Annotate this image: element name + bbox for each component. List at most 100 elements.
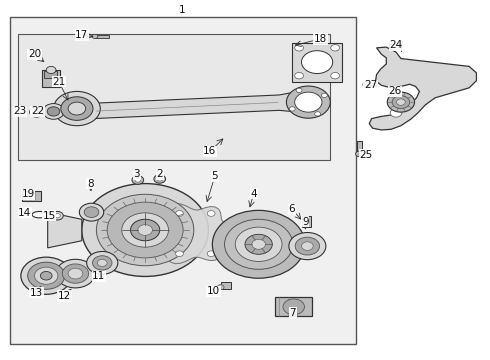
Text: 8: 8 [87, 179, 94, 189]
Circle shape [294, 92, 322, 112]
Circle shape [175, 211, 183, 216]
Circle shape [287, 86, 330, 118]
Circle shape [356, 151, 364, 157]
Text: 18: 18 [314, 34, 327, 44]
Bar [19, 33, 330, 160]
Circle shape [223, 231, 231, 237]
Bar [220, 282, 231, 289]
Circle shape [295, 237, 319, 255]
Circle shape [160, 231, 168, 237]
Circle shape [82, 184, 208, 276]
Circle shape [217, 285, 224, 290]
Polygon shape [369, 47, 476, 130]
Text: 22: 22 [31, 107, 44, 116]
Circle shape [296, 88, 302, 93]
Circle shape [47, 107, 60, 116]
Bar [42, 70, 60, 87]
Text: 13: 13 [30, 288, 43, 297]
Circle shape [43, 104, 64, 119]
Text: 14: 14 [18, 208, 31, 218]
Text: 6: 6 [289, 204, 295, 214]
Circle shape [212, 210, 305, 278]
Circle shape [132, 176, 144, 184]
Circle shape [157, 177, 163, 181]
Circle shape [392, 96, 410, 109]
Circle shape [107, 202, 183, 258]
Ellipse shape [32, 211, 47, 218]
Circle shape [363, 82, 371, 87]
Text: 9: 9 [302, 217, 309, 227]
Circle shape [135, 178, 141, 182]
Circle shape [122, 213, 169, 247]
Circle shape [331, 72, 340, 79]
Circle shape [235, 227, 282, 261]
Circle shape [21, 257, 72, 294]
Text: 26: 26 [389, 86, 402, 96]
Circle shape [40, 271, 52, 280]
Text: 25: 25 [359, 150, 372, 160]
Circle shape [28, 262, 65, 289]
Circle shape [62, 264, 89, 283]
Circle shape [93, 256, 112, 270]
Text: 11: 11 [92, 271, 105, 282]
Circle shape [97, 194, 194, 266]
Text: 27: 27 [364, 80, 377, 90]
Circle shape [154, 175, 166, 183]
Bar [44, 71, 57, 78]
Bar [23, 191, 41, 202]
Circle shape [53, 91, 100, 126]
Text: 23: 23 [13, 107, 26, 116]
Text: 2: 2 [156, 169, 163, 179]
Text: 21: 21 [52, 77, 66, 87]
Bar [10, 18, 356, 344]
Circle shape [130, 219, 160, 241]
Polygon shape [94, 91, 308, 118]
Circle shape [56, 259, 95, 288]
Text: 10: 10 [207, 287, 220, 296]
Circle shape [87, 251, 118, 274]
Bar [368, 83, 375, 86]
Circle shape [46, 66, 56, 73]
Circle shape [68, 268, 83, 279]
Text: 4: 4 [250, 189, 257, 199]
Bar [357, 141, 362, 154]
Polygon shape [48, 212, 82, 248]
Text: 24: 24 [390, 40, 403, 50]
Circle shape [30, 107, 43, 117]
Circle shape [207, 251, 215, 257]
Circle shape [290, 107, 295, 111]
Circle shape [387, 92, 415, 112]
Bar [95, 35, 109, 38]
Bar [302, 216, 311, 227]
Circle shape [252, 239, 266, 249]
Circle shape [34, 267, 58, 284]
Circle shape [294, 72, 303, 79]
Polygon shape [154, 203, 242, 264]
Text: 15: 15 [43, 211, 56, 221]
Circle shape [54, 213, 60, 218]
Circle shape [84, 207, 99, 217]
Circle shape [68, 102, 86, 115]
Circle shape [301, 242, 313, 250]
Circle shape [331, 45, 340, 51]
Circle shape [138, 225, 152, 235]
Circle shape [79, 203, 104, 221]
Circle shape [51, 211, 63, 220]
Circle shape [390, 109, 402, 117]
Bar [292, 43, 343, 82]
Circle shape [321, 93, 327, 98]
Bar [275, 297, 312, 316]
Circle shape [92, 34, 98, 39]
Text: 5: 5 [212, 171, 218, 181]
Circle shape [294, 45, 303, 51]
Text: 19: 19 [22, 189, 35, 199]
Circle shape [283, 299, 304, 315]
Circle shape [301, 51, 333, 73]
Circle shape [224, 219, 293, 269]
Circle shape [245, 234, 272, 254]
Circle shape [289, 233, 326, 260]
Circle shape [32, 109, 40, 115]
Text: 17: 17 [75, 30, 88, 40]
Text: 3: 3 [133, 169, 140, 179]
Circle shape [61, 97, 93, 120]
